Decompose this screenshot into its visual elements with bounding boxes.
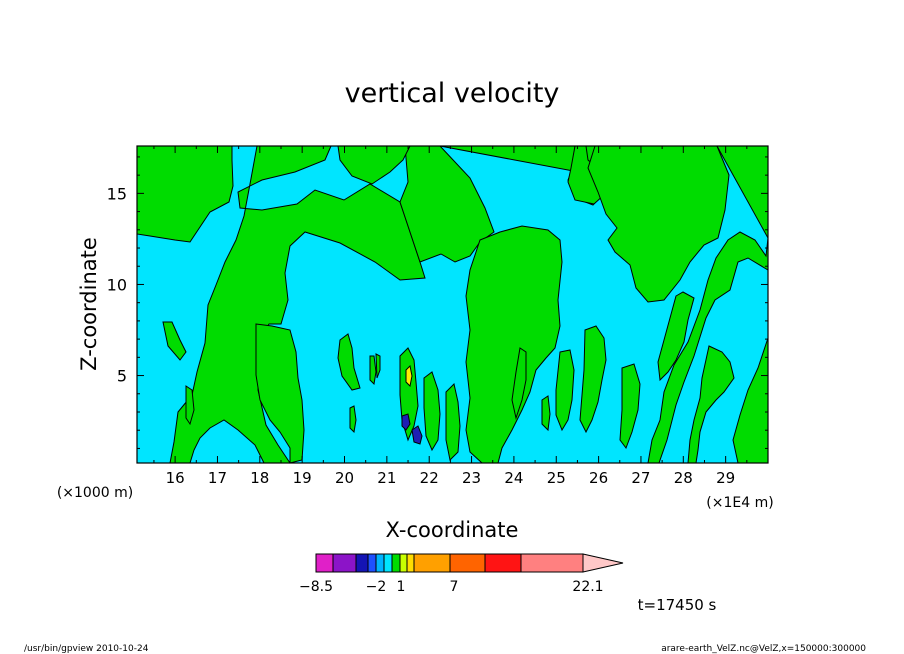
x-tick-label: 17 — [208, 469, 227, 487]
chart-title: vertical velocity — [345, 78, 560, 109]
contour-cell-positive — [405, 364, 413, 388]
contour-region — [162, 321, 187, 361]
colorbar-label: 7 — [450, 579, 459, 595]
contour-fills — [136, 145, 769, 464]
x-tick-label: 22 — [420, 469, 439, 487]
colorbar: −8.5 −2 1 7 22.1 — [299, 553, 624, 595]
x-unit-right: (×1E4 m) — [706, 495, 773, 511]
x-tick-label: 23 — [462, 469, 481, 487]
contour-cell-negative — [401, 413, 411, 431]
contour-region — [619, 363, 641, 450]
contour-cell-negative — [411, 425, 423, 445]
contour-region — [647, 145, 769, 464]
colorbar-label: −2 — [366, 579, 387, 595]
contour-region — [423, 371, 441, 452]
colorbar-segment — [383, 553, 393, 573]
contour-region — [555, 349, 575, 432]
colorbar-segment — [520, 553, 584, 573]
contour-region — [511, 347, 527, 420]
contour-region — [369, 355, 377, 386]
x-axis-label: X-coordinate — [386, 518, 519, 542]
contour-region — [445, 383, 461, 462]
contour-region — [657, 291, 695, 382]
colorbar-segment — [355, 553, 369, 573]
contour-region — [375, 353, 381, 379]
contour-region — [337, 333, 361, 391]
x-tick-label: 24 — [504, 469, 523, 487]
contour-region — [579, 325, 607, 434]
contour-region — [185, 385, 195, 426]
x-tick-label: 27 — [631, 469, 650, 487]
x-tick-label: 26 — [589, 469, 608, 487]
plot-frame — [136, 145, 769, 464]
plot-area — [136, 145, 769, 464]
colorbar-segment — [375, 553, 385, 573]
contour-region — [541, 395, 551, 432]
footer-left: /usr/bin/gpview 2010-10-24 — [24, 644, 149, 654]
contour-region — [337, 145, 411, 185]
x-tick-label: 20 — [335, 469, 354, 487]
x-tick-label: 19 — [293, 469, 312, 487]
contour-region — [687, 345, 735, 464]
colorbar-arrow — [582, 553, 624, 573]
colorbar-label: 1 — [397, 579, 406, 595]
colorbar-segment — [332, 553, 357, 573]
colorbar-segment — [315, 553, 334, 573]
colorbar-segment — [484, 553, 522, 573]
colorbar-label: −8.5 — [299, 579, 333, 595]
y-axis-label: Z-coordinate — [77, 237, 101, 371]
contour-region — [136, 145, 234, 243]
colorbar-segment — [367, 553, 377, 573]
colorbar-segment — [413, 553, 451, 573]
contour-region — [465, 225, 563, 464]
contour-region — [520, 145, 606, 205]
footer-right: arare-earth_VelZ.nc@VelZ,x=150000:300000 — [661, 644, 866, 654]
x-tick-label: 29 — [716, 469, 735, 487]
colorbar-segment — [449, 553, 486, 573]
contour-region — [399, 145, 495, 263]
y-tick-label: 15 — [107, 184, 127, 203]
x-unit-left: (×1000 m) — [57, 485, 133, 501]
x-axis: 16 17 18 19 20 21 22 23 24 25 26 27 28 29 — [153, 146, 748, 487]
colorbar-segment — [406, 553, 415, 573]
x-tick-label: 25 — [547, 469, 566, 487]
x-tick-label: 21 — [377, 469, 396, 487]
y-tick-label: 5 — [117, 367, 127, 386]
y-tick-label: 10 — [107, 275, 127, 294]
y-axis: 5 10 15 — [107, 156, 768, 449]
contour-region — [349, 405, 357, 434]
colorbar-segment — [391, 553, 401, 573]
contour-region — [587, 145, 730, 303]
colorbar-label: 22.1 — [572, 579, 603, 595]
timestamp: t=17450 s — [638, 596, 717, 614]
colorbar-segment — [399, 553, 408, 573]
x-tick-label: 16 — [166, 469, 185, 487]
x-tick-label: 18 — [250, 469, 269, 487]
x-tick-label: 28 — [674, 469, 693, 487]
